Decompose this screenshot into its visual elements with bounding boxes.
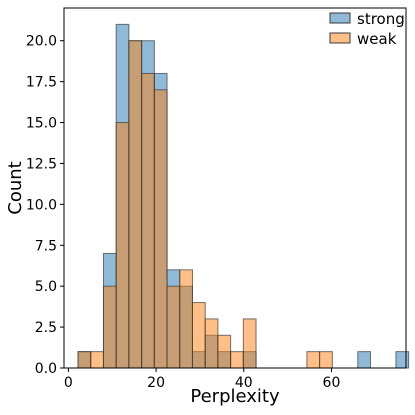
bar-weak-2 (102, 285, 117, 369)
legend-swatch-weak (329, 32, 351, 44)
y-axis-ticks: 0.0 2.5 5.0 7.5 10.0 12.5 15.0 17.5 20.0 (26, 34, 64, 377)
bar-weak-11 (217, 334, 232, 369)
y-tick-label: 15.0 (26, 116, 57, 132)
y-tick-label: 12.5 (26, 156, 57, 172)
bar-weak-1 (90, 351, 104, 369)
bar-weak-10 (204, 318, 219, 369)
x-tick-label: 20 (147, 375, 165, 391)
x-tick-label: 40 (235, 375, 253, 391)
bar-weak-19 (319, 351, 333, 369)
y-tick-label: 17.5 (26, 75, 57, 91)
legend-label-weak: weak (357, 30, 397, 48)
x-tick-label: 60 (323, 375, 341, 391)
bar-weak-12 (230, 351, 244, 369)
bar-weak-0 (77, 351, 92, 369)
bar-weak-18 (306, 351, 321, 369)
x-axis-title: Perplexity (190, 386, 280, 407)
y-tick-label: 5.0 (35, 279, 57, 295)
bar-strong-25 (395, 351, 410, 369)
x-tick-label: 0 (64, 375, 73, 391)
y-axis-title: Count (5, 161, 26, 214)
y-tick-label: 0.0 (35, 361, 57, 377)
x-axis-ticks: 0 20 40 60 (64, 368, 340, 391)
bar-strong-22 (357, 351, 371, 369)
legend-label-strong: strong (357, 10, 405, 28)
y-tick-label: 2.5 (35, 320, 57, 336)
plot-frame (63, 7, 407, 369)
y-tick-label: 10.0 (26, 197, 57, 213)
bar-weak-7 (166, 285, 181, 369)
legend: strong weak (329, 10, 405, 48)
bars-layer (77, 23, 410, 369)
bar-weak-8 (179, 269, 193, 369)
bar-weak-9 (191, 302, 206, 369)
bar-weak-6 (153, 89, 168, 369)
bar-weak-5 (141, 72, 155, 369)
y-tick-label: 7.5 (35, 238, 57, 254)
bar-weak-3 (115, 122, 130, 369)
bar-weak-4 (128, 40, 143, 369)
legend-swatch-strong (329, 12, 351, 24)
bar-weak-13 (242, 318, 257, 369)
y-tick-label: 20.0 (26, 34, 57, 50)
